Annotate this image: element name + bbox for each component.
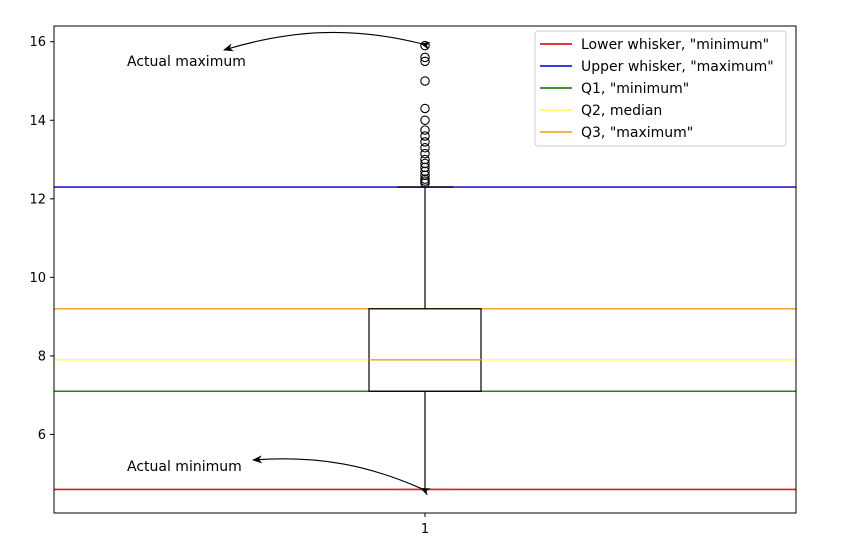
outlier-point [420,131,430,141]
y-tick-label: 14 [29,114,46,129]
outlier-point [420,137,430,147]
outlier-point [420,154,430,165]
annotation-label: Actual maximum [127,54,246,70]
outlier-point [420,56,430,67]
outlier-point [420,52,430,63]
y-tick-label: 6 [38,428,46,443]
legend-label: Q3, "maximum" [581,125,693,141]
plot-area [54,40,796,491]
outlier-point [420,125,430,135]
legend-label: Q2, median [581,103,662,119]
outlier-point [420,143,430,153]
y-tick-label: 8 [38,349,46,364]
annotation-arrow [252,455,431,496]
y-tick-label: 10 [29,271,46,286]
outlier-point [420,115,430,126]
outlier-point [420,148,430,159]
outlier-point [420,40,430,51]
y-tick-label: 12 [29,192,46,207]
iqr-box [368,308,482,392]
outlier-point [420,76,430,86]
outlier-point [420,158,430,169]
annotation-label: Actual minimum [127,459,242,475]
annotations: Actual maximum Actual minimum [127,31,431,496]
legend-box [534,30,787,147]
legend: Lower whisker, "minimum" Upper whisker, "… [534,30,787,147]
x-tick-label: 1 [421,522,429,537]
y-tick-label: 16 [29,35,46,50]
outlier-point [420,103,430,114]
legend-label: Lower whisker, "minimum" [581,37,769,53]
legend-label: Upper whisker, "maximum" [581,59,774,75]
axes: 6 8 10 12 14 16 1 [29,25,797,537]
legend-label: Q1, "minimum" [581,81,689,97]
annotation-arrow [223,31,431,52]
